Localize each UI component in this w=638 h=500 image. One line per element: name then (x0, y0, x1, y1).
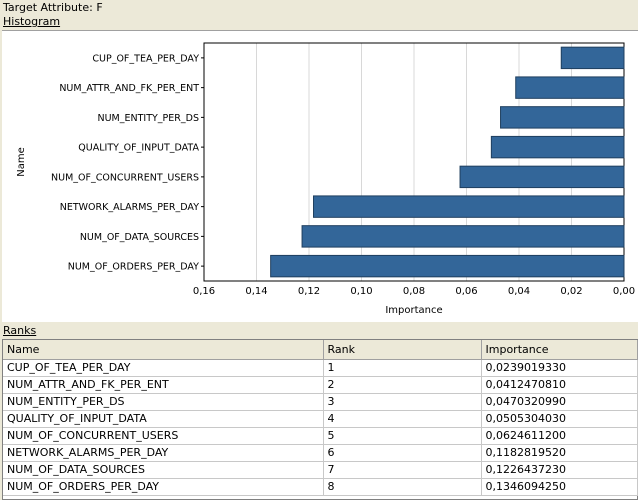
cell-name: NETWORK_ALARMS_PER_DAY (3, 444, 324, 462)
ranks-panel: Name Rank Importance CUP_OF_TEA_PER_DAY … (2, 339, 638, 500)
histogram-title: Histogram (3, 15, 61, 28)
x-tick-label: 0,06 (455, 286, 477, 297)
table-row[interactable]: NETWORK_ALARMS_PER_DAY 6 0,1182819520 (3, 444, 638, 462)
cell-importance: 0,0412470810 (481, 376, 638, 394)
cell-name: NUM_OF_ORDERS_PER_DAY (3, 478, 324, 496)
histogram-panel: 0,16 0,14 0,12 0,10 0,08 0,06 0,04 0,02 0,00 CUP_… (2, 30, 638, 322)
bar (560, 46, 625, 70)
cell-rank: 8 (323, 478, 482, 496)
table-row[interactable]: CUP_OF_TEA_PER_DAY 1 0,0239019330 (3, 359, 638, 377)
cell-rank: 3 (323, 393, 482, 411)
column-header-importance[interactable]: Importance (481, 340, 638, 360)
cell-importance: 0,0239019330 (481, 359, 638, 377)
x-tick-label: 0,14 (245, 286, 267, 297)
target-attribute-label: Target Attribute: (3, 1, 93, 14)
category-label: NUM_OF_CONCURRENT_USERS (51, 172, 199, 183)
cell-rank: 7 (323, 461, 482, 479)
cell-importance: 0,1226437230 (481, 461, 638, 479)
cell-name: NUM_ATTR_AND_FK_PER_ENT (3, 376, 324, 394)
cell-name: NUM_OF_CONCURRENT_USERS (3, 427, 324, 445)
ranks-body: CUP_OF_TEA_PER_DAY 1 0,0239019330 NUM_AT… (3, 359, 638, 496)
table-row[interactable]: NUM_OF_CONCURRENT_USERS 5 0,0624611200 (3, 427, 638, 445)
cell-name: CUP_OF_TEA_PER_DAY (3, 359, 324, 377)
category-label: CUP_OF_TEA_PER_DAY (92, 53, 199, 64)
table-row[interactable]: QUALITY_OF_INPUT_DATA 4 0,0505304030 (3, 410, 638, 428)
cell-name: QUALITY_OF_INPUT_DATA (3, 410, 324, 428)
cell-name: NUM_OF_DATA_SOURCES (3, 461, 324, 479)
table-row[interactable]: NUM_ATTR_AND_FK_PER_ENT 2 0,0412470810 (3, 376, 638, 394)
x-tick-label: 0,12 (298, 286, 320, 297)
cell-rank: 1 (323, 359, 482, 377)
cell-rank: 6 (323, 444, 482, 462)
bar (490, 135, 625, 159)
x-tick-label: 0,04 (508, 286, 530, 297)
bar (301, 225, 625, 248)
table-row[interactable]: NUM_ENTITY_PER_DS 3 0,0470320990 (3, 393, 638, 411)
bar (515, 76, 625, 99)
x-tick-label: 0,10 (350, 286, 372, 297)
table-row[interactable]: NUM_OF_ORDERS_PER_DAY 8 0,1346094250 (3, 478, 638, 496)
bar (270, 254, 625, 278)
plot-frame (203, 42, 625, 282)
category-label: NETWORK_ALARMS_PER_DAY (60, 202, 199, 213)
importance-bar-chart: 0,16 0,14 0,12 0,10 0,08 0,06 0,04 0,02 0,00 CUP_… (16, 42, 635, 316)
cell-importance: 0,0470320990 (481, 393, 638, 411)
cell-rank: 4 (323, 410, 482, 428)
cell-rank: 2 (323, 376, 482, 394)
cell-name: NUM_ENTITY_PER_DS (3, 393, 324, 411)
table-row[interactable]: NUM_OF_DATA_SOURCES 7 0,1226437230 (3, 461, 638, 479)
cell-importance: 0,1182819520 (481, 444, 638, 462)
bar (459, 165, 625, 189)
bar (500, 106, 625, 129)
ranks-table: Name Rank Importance CUP_OF_TEA_PER_DAY … (3, 340, 638, 496)
cell-importance: 0,1346094250 (481, 478, 638, 496)
category-label: QUALITY_OF_INPUT_DATA (78, 143, 199, 154)
bar (313, 195, 625, 218)
category-label: NUM_ENTITY_PER_DS (97, 113, 199, 124)
target-attribute-value: F (96, 1, 103, 14)
cell-importance: 0,0624611200 (481, 427, 638, 445)
x-tick-label: 0,08 (403, 286, 425, 297)
ranks-title: Ranks (3, 324, 37, 337)
ranks-header-row: Name Rank Importance (3, 340, 638, 360)
category-label: NUM_ATTR_AND_FK_PER_ENT (59, 83, 199, 94)
x-tick-label: 0,00 (613, 286, 635, 297)
target-attribute-row: Target Attribute: F (3, 1, 103, 15)
cell-importance: 0,0505304030 (481, 410, 638, 428)
column-header-name[interactable]: Name (3, 340, 324, 360)
x-axis-title: Importance (385, 305, 442, 316)
x-tick-label: 0,16 (193, 286, 215, 297)
cell-rank: 5 (323, 427, 482, 445)
y-axis-title: Name (16, 147, 27, 177)
column-header-rank[interactable]: Rank (323, 340, 482, 360)
x-tick-label: 0,02 (560, 286, 582, 297)
category-label: NUM_OF_ORDERS_PER_DAY (68, 262, 199, 273)
category-label: NUM_OF_DATA_SOURCES (80, 232, 199, 243)
